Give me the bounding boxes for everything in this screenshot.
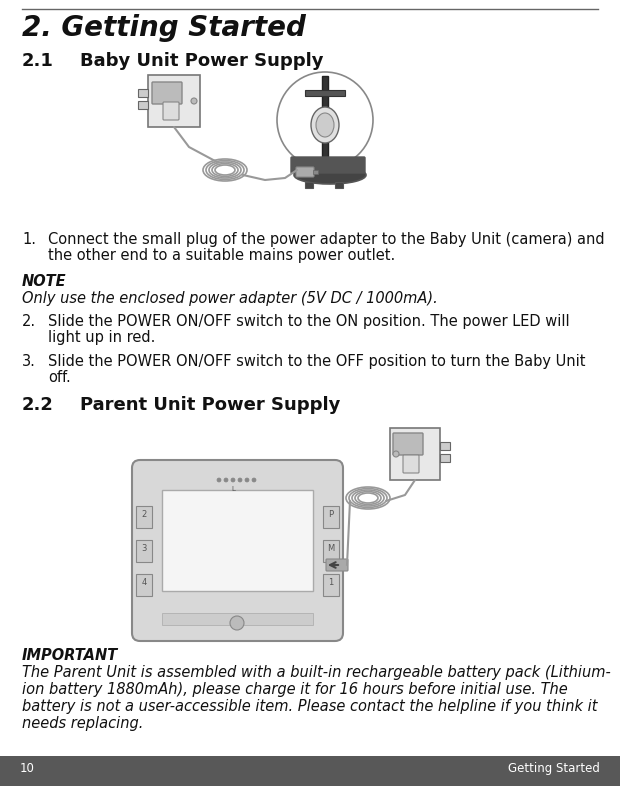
Bar [136, 574, 152, 596]
Circle shape [238, 478, 242, 482]
Bar [305, 90, 345, 96]
FancyBboxPatch shape [148, 75, 200, 127]
FancyBboxPatch shape [326, 559, 348, 571]
Bar [322, 76, 328, 164]
Bar [440, 442, 450, 450]
Text: light up in red.: light up in red. [48, 330, 156, 345]
FancyBboxPatch shape [296, 167, 314, 177]
Text: off.: off. [48, 370, 71, 385]
Bar [335, 182, 343, 188]
Bar [138, 89, 148, 97]
FancyBboxPatch shape [390, 428, 440, 480]
Text: 3: 3 [141, 544, 147, 553]
Circle shape [217, 478, 221, 482]
Text: NOTE: NOTE [22, 274, 66, 289]
Text: M: M [327, 544, 335, 553]
Circle shape [245, 478, 249, 482]
Text: 3.: 3. [22, 354, 36, 369]
Text: 1: 1 [329, 578, 334, 587]
Text: 4: 4 [141, 578, 146, 587]
Bar [0, 756, 620, 786]
Text: Only use the enclosed power adapter (5V DC / 1000mA).: Only use the enclosed power adapter (5V … [22, 291, 438, 306]
Text: P: P [329, 510, 334, 519]
Text: battery is not a user-accessible item. Please contact the helpline if you think : battery is not a user-accessible item. P… [22, 699, 598, 714]
Ellipse shape [316, 113, 334, 137]
Bar [440, 454, 450, 462]
Bar [136, 540, 152, 562]
Circle shape [230, 616, 244, 630]
Ellipse shape [311, 107, 339, 143]
FancyBboxPatch shape [393, 433, 423, 455]
FancyBboxPatch shape [291, 157, 365, 173]
Text: Parent Unit Power Supply: Parent Unit Power Supply [80, 396, 340, 414]
Text: Getting Started: Getting Started [508, 762, 600, 775]
Text: Slide the POWER ON/OFF switch to the OFF position to turn the Baby Unit: Slide the POWER ON/OFF switch to the OFF… [48, 354, 585, 369]
Text: ion battery 1880mAh), please charge it for 16 hours before initial use. The: ion battery 1880mAh), please charge it f… [22, 682, 568, 697]
Bar [323, 540, 339, 562]
Bar [162, 613, 313, 625]
Text: L: L [231, 486, 235, 492]
FancyBboxPatch shape [152, 82, 182, 104]
Text: The Parent Unit is assembled with a built-in rechargeable battery pack (Lithium-: The Parent Unit is assembled with a buil… [22, 665, 611, 680]
Bar [323, 574, 339, 596]
Text: the other end to a suitable mains power outlet.: the other end to a suitable mains power … [48, 248, 396, 263]
Bar [323, 506, 339, 528]
Bar [162, 490, 313, 591]
FancyBboxPatch shape [403, 455, 419, 473]
Text: Slide the POWER ON/OFF switch to the ON position. The power LED will: Slide the POWER ON/OFF switch to the ON … [48, 314, 570, 329]
Circle shape [393, 451, 399, 457]
Text: needs replacing.: needs replacing. [22, 716, 143, 731]
Text: 2: 2 [141, 510, 146, 519]
Ellipse shape [294, 166, 366, 184]
Bar [136, 506, 152, 528]
Circle shape [252, 478, 256, 482]
Text: 2.1: 2.1 [22, 52, 54, 70]
FancyBboxPatch shape [163, 102, 179, 120]
Circle shape [191, 98, 197, 104]
Text: Connect the small plug of the power adapter to the Baby Unit (camera) and: Connect the small plug of the power adap… [48, 232, 604, 247]
Text: 2.: 2. [22, 314, 36, 329]
Text: 1.: 1. [22, 232, 36, 247]
FancyBboxPatch shape [132, 460, 343, 641]
Bar [305, 182, 313, 188]
Circle shape [231, 478, 235, 482]
Bar [138, 101, 148, 109]
Bar [313, 170, 318, 174]
Text: 2.2: 2.2 [22, 396, 54, 414]
Text: Baby Unit Power Supply: Baby Unit Power Supply [80, 52, 324, 70]
Text: IMPORTANT: IMPORTANT [22, 648, 118, 663]
Circle shape [224, 478, 228, 482]
Text: 2. Getting Started: 2. Getting Started [22, 14, 306, 42]
Text: 10: 10 [20, 762, 35, 775]
